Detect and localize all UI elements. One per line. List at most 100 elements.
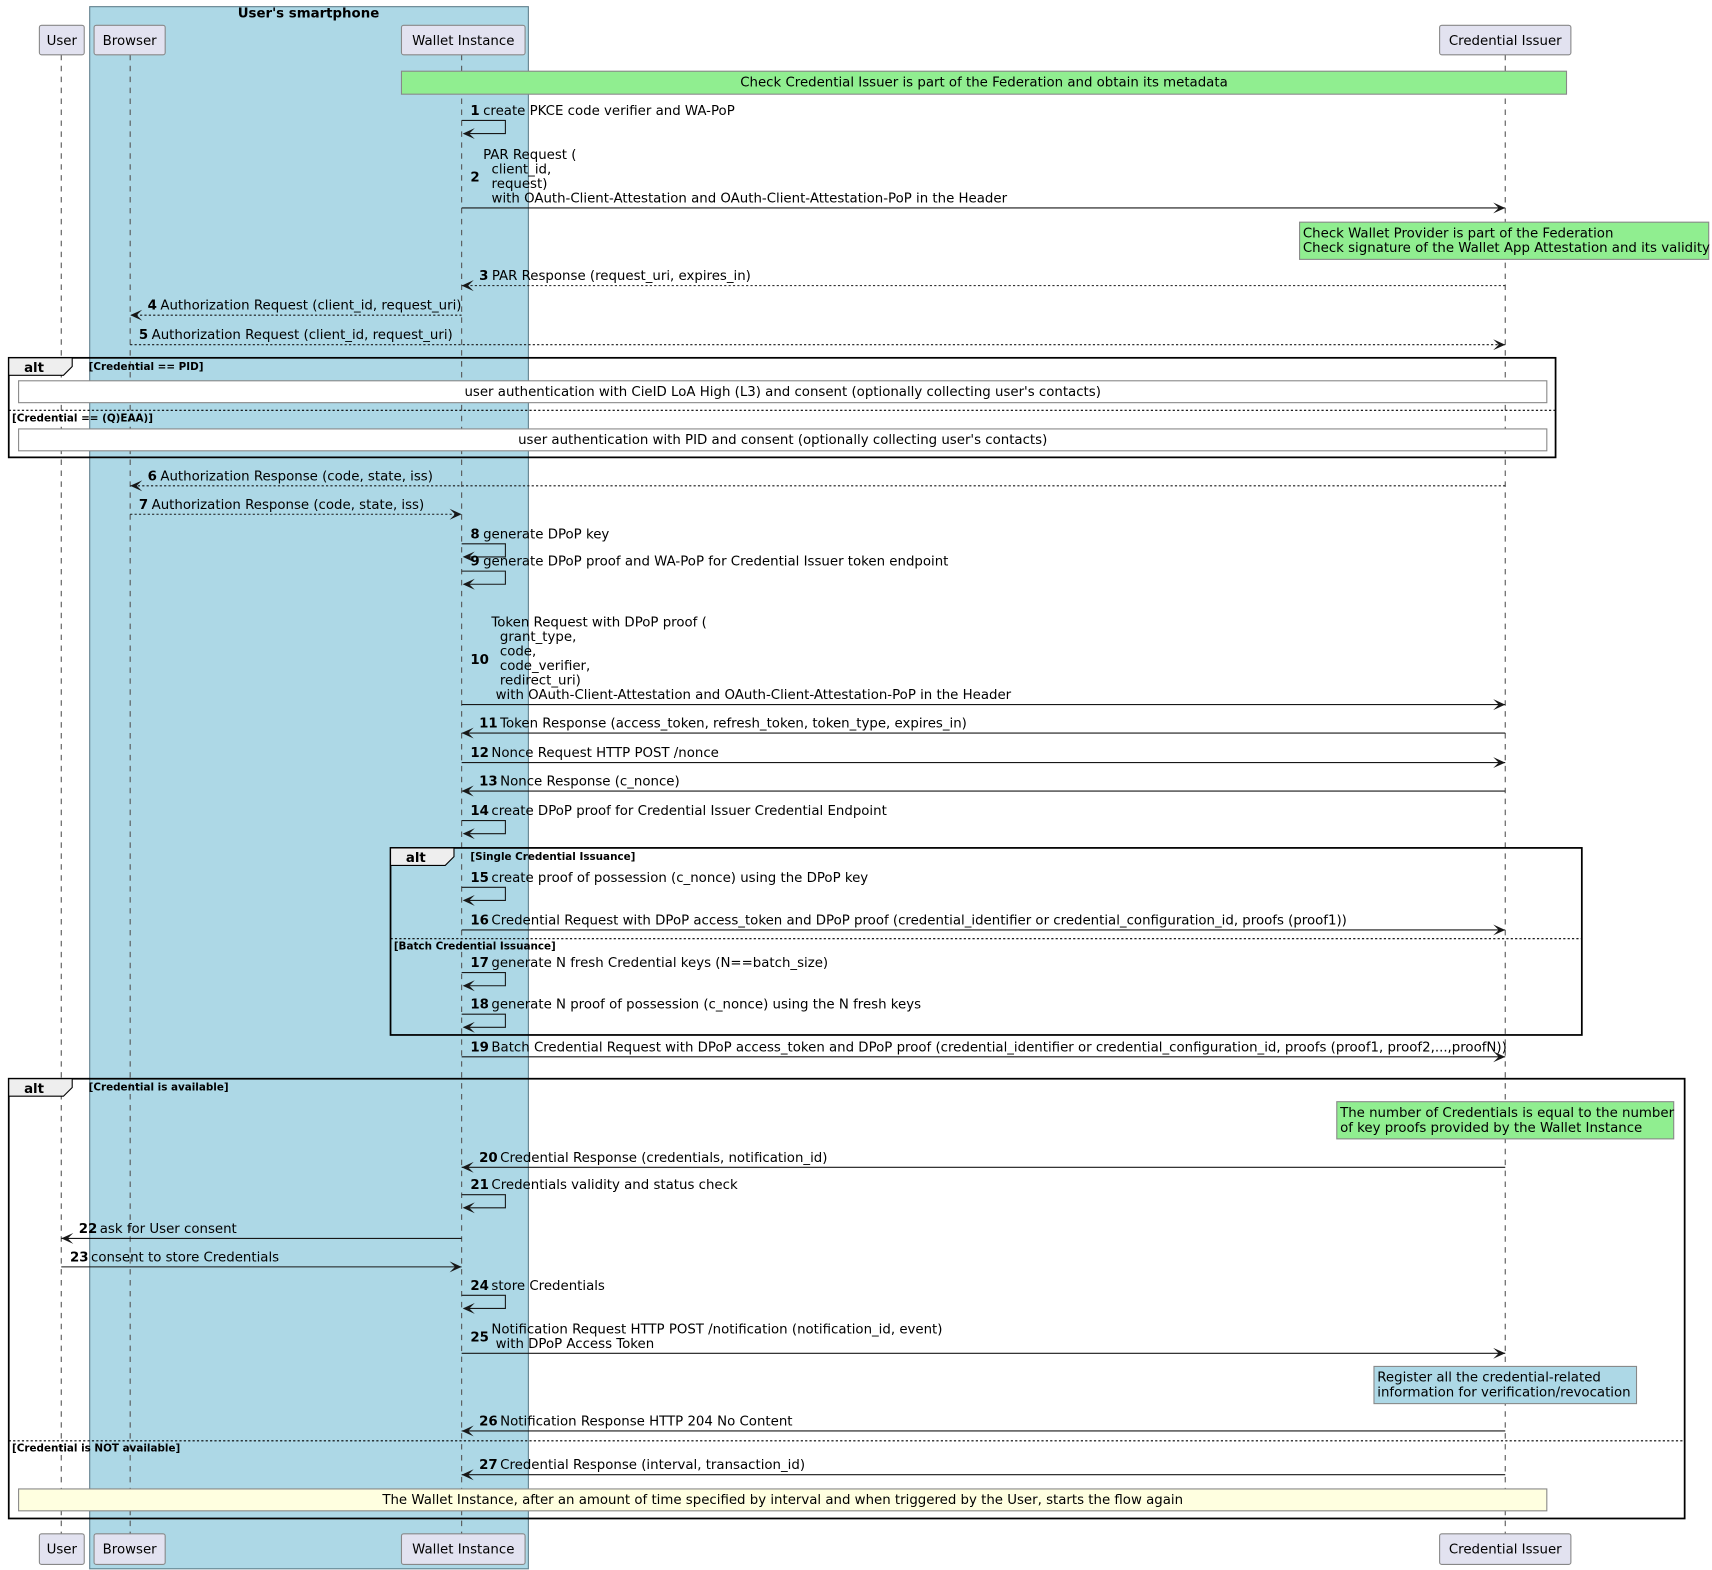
message-number: 19	[470, 1040, 489, 1055]
message-text: Credential Request with DPoP access_toke…	[491, 913, 1346, 928]
note	[1299, 221, 1710, 260]
message-number: 15	[470, 871, 489, 886]
alt-frame	[7, 1077, 1686, 1520]
self-arrow-line	[461, 1294, 506, 1309]
message-text: create PKCE code verifier and WA-PoP	[483, 104, 735, 119]
message-text: generate DPoP key	[483, 527, 609, 542]
message-number: 16	[470, 913, 489, 928]
message-number: 14	[470, 804, 489, 819]
message-text: Authorization Response (code, state, iss…	[152, 498, 425, 513]
group-box-users-smartphone	[89, 6, 529, 1570]
alt-tab	[8, 1078, 73, 1097]
message-text: Credential Response (interval, transacti…	[500, 1458, 805, 1473]
message-text: request)	[483, 177, 547, 192]
alt-label: alt	[24, 1082, 45, 1097]
arrowhead-icon	[1493, 757, 1506, 769]
alt-frame	[389, 847, 1583, 1036]
message-text: Notification Request HTTP POST /notifica…	[491, 1322, 942, 1337]
message-15	[461, 886, 506, 901]
arrowhead-icon	[1493, 339, 1506, 351]
note-text: Check Wallet Provider is part of the Fed…	[1303, 226, 1614, 241]
message-number: 9	[470, 555, 479, 570]
message-text: grant_type,	[491, 630, 576, 645]
message-number: 5	[139, 328, 148, 343]
message-number: 26	[479, 1414, 498, 1429]
message-number: 6	[148, 469, 157, 484]
arrowhead-icon	[462, 551, 475, 563]
note-text: Register all the credential-related	[1377, 1371, 1601, 1386]
message-text: Authorization Response (code, state, iss…	[160, 469, 433, 484]
message-text: generate DPoP proof and WA-PoP for Crede…	[483, 555, 948, 570]
message-number: 23	[70, 1250, 89, 1265]
message-1	[461, 119, 506, 135]
note-text: user authentication with PID and consent…	[518, 433, 1047, 448]
alt-condition: [Credential is available]	[89, 1082, 229, 1094]
arrowhead-icon	[462, 128, 475, 140]
arrowhead-icon	[461, 785, 474, 797]
participant-label: Browser	[103, 34, 158, 49]
message-text: client_id,	[483, 162, 551, 177]
note-text: The number of Credentials is equal to th…	[1339, 1106, 1675, 1121]
arrowhead-icon	[1493, 1051, 1506, 1063]
note-text: user authentication with CieID LoA High …	[464, 385, 1100, 400]
arrowhead-icon	[461, 280, 474, 292]
arrowhead-icon	[461, 727, 474, 739]
message-text: with OAuth-Client-Attestation and OAuth-…	[483, 191, 1007, 206]
note	[18, 428, 1548, 452]
note	[1336, 1101, 1675, 1140]
participant-label: Wallet Instance	[412, 1542, 514, 1557]
participant-label: User	[47, 34, 78, 49]
participant-box-bottom	[38, 1533, 85, 1565]
self-arrow-line	[461, 543, 506, 558]
arrowhead-icon	[462, 894, 475, 906]
participant-label: Credential Issuer	[1449, 1542, 1562, 1557]
message-text: generate N fresh Credential keys (N==bat…	[491, 956, 828, 971]
message-number: 25	[470, 1331, 489, 1346]
arrowhead-icon	[461, 1425, 474, 1437]
participant-box-top	[38, 24, 85, 56]
message-number: 18	[470, 998, 489, 1013]
message-text: Notification Response HTTP 204 No Conten…	[500, 1414, 792, 1429]
message-number: 24	[470, 1279, 489, 1294]
message-text: store Credentials	[491, 1279, 605, 1294]
message-number: 1	[470, 104, 479, 119]
alt-tab	[8, 357, 73, 376]
arrowhead-icon	[1493, 1347, 1506, 1359]
note-text: The Wallet Instance, after an amount of …	[381, 1493, 1183, 1508]
message-text: consent to store Credentials	[91, 1250, 279, 1265]
message-text: Authorization Request (client_id, reques…	[152, 328, 453, 343]
note-text: of key proofs provided by the Wallet Ins…	[1340, 1121, 1642, 1136]
message-number: 7	[139, 498, 148, 513]
self-arrow-line	[461, 1013, 506, 1028]
message-text: with OAuth-Client-Attestation and OAuth-…	[491, 688, 1011, 703]
message-number: 17	[470, 956, 489, 971]
arrowhead-icon	[462, 828, 475, 840]
message-text: Nonce Response (c_nonce)	[500, 775, 680, 790]
note-text: Check Credential Issuer is part of the F…	[740, 76, 1228, 91]
alt-condition: [Batch Credential Issuance]	[394, 941, 556, 953]
message-17	[461, 972, 506, 987]
arrowhead-icon	[449, 508, 462, 520]
arrowhead-icon	[461, 1161, 474, 1173]
self-arrow-line	[461, 820, 506, 835]
self-arrow-line	[461, 570, 506, 585]
alt-label: alt	[406, 851, 427, 866]
note-text: information for verification/revocation	[1377, 1386, 1630, 1401]
message-8	[461, 543, 506, 558]
arrowhead-icon	[462, 578, 475, 590]
arrowhead-icon	[130, 309, 143, 321]
participant-box-bottom	[93, 1533, 166, 1565]
message-number: 2	[470, 171, 479, 186]
participant-label: Credential Issuer	[1449, 34, 1562, 49]
note	[400, 70, 1568, 95]
self-arrow-line	[461, 119, 506, 135]
message-number: 22	[79, 1222, 98, 1237]
message-text: Token Request with DPoP proof (	[490, 615, 706, 630]
arrowhead-icon	[130, 480, 143, 492]
arrowhead-icon	[462, 1202, 475, 1214]
participant-box-bottom	[1439, 1533, 1572, 1565]
alt-condition: [Credential == (Q)EAA)]	[12, 412, 153, 424]
participant-box-top	[1439, 24, 1572, 56]
arrowhead-icon	[1493, 699, 1506, 711]
